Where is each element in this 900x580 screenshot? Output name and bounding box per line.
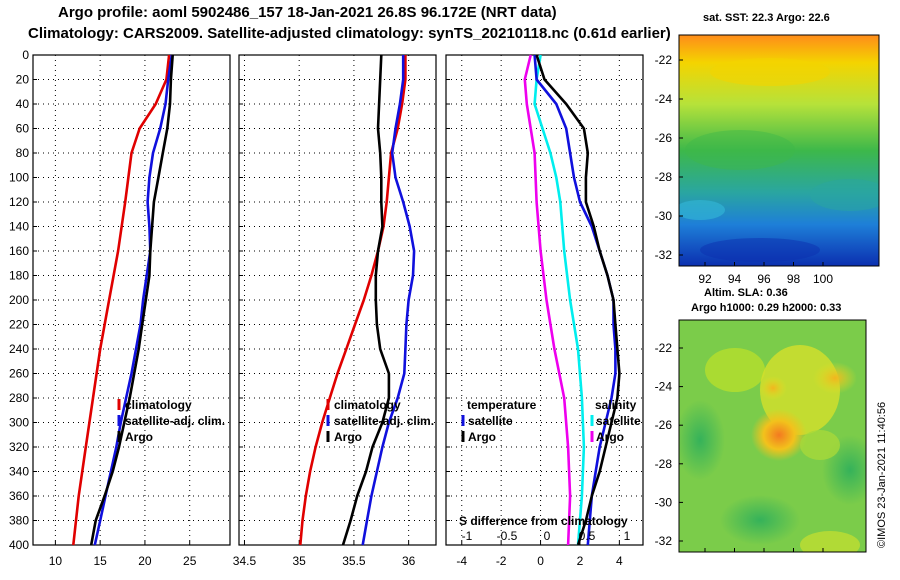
sla-lat-label: -32 bbox=[655, 534, 673, 548]
sst-lon-label: 98 bbox=[787, 272, 801, 286]
x-tick-label: 36 bbox=[402, 554, 416, 568]
sst-lon-label: 96 bbox=[757, 272, 771, 286]
y-tick-label: 280 bbox=[9, 391, 29, 405]
sst-map-frame bbox=[678, 34, 880, 267]
y-tick-label: 360 bbox=[9, 489, 29, 503]
y-tick-label: 20 bbox=[16, 73, 30, 87]
secondary-tick-label: -1 bbox=[462, 529, 473, 543]
legend-label: Argo bbox=[468, 430, 496, 444]
y-tick-label: 400 bbox=[9, 538, 29, 552]
series-climatology bbox=[72, 54, 171, 546]
sst-lat-label: -22 bbox=[655, 53, 673, 67]
sst-lat-label: -28 bbox=[655, 170, 673, 184]
climatology-subtitle: Climatology: CARS2009. Satellite-adjuste… bbox=[28, 25, 671, 42]
y-tick-label: 80 bbox=[16, 146, 30, 160]
x-tick-label: 35.5 bbox=[342, 554, 366, 568]
y-tick-label: 200 bbox=[9, 293, 29, 307]
sla-map bbox=[679, 320, 866, 552]
x-tick-label: 10 bbox=[49, 554, 63, 568]
legend-label: salinity bbox=[595, 398, 637, 412]
series-temperature-satellite bbox=[523, 54, 572, 546]
y-tick-label: 220 bbox=[9, 318, 29, 332]
sla-lat-label: -26 bbox=[655, 418, 673, 432]
secondary-tick-label: 0 bbox=[544, 529, 551, 543]
sst-map bbox=[679, 35, 879, 266]
series-argo bbox=[341, 54, 391, 546]
series-salinity-argo bbox=[535, 54, 621, 546]
secondary-tick-label: 0.5 bbox=[579, 529, 596, 543]
y-tick-label: 240 bbox=[9, 342, 29, 356]
series-satellite-adj-clim- bbox=[361, 55, 416, 546]
x-tick-label: 25 bbox=[183, 554, 197, 568]
profile-title: Argo profile: aoml 5902486_157 18-Jan-20… bbox=[58, 4, 557, 21]
series-satellite-adj-clim- bbox=[93, 54, 174, 546]
y-tick-label: 0 bbox=[22, 48, 29, 62]
x-tick-label: 15 bbox=[93, 554, 107, 568]
secondary-axis-title: S difference from climatology bbox=[459, 514, 628, 528]
secondary-tick-label: 1 bbox=[624, 529, 631, 543]
sla-map-frame bbox=[678, 319, 867, 553]
x-tick-label: 2 bbox=[577, 554, 584, 568]
temperature-profile: 0 20 40 60 80 100 120 140 160 180 200 220 240 260 280 3… bbox=[9, 48, 231, 568]
sla-lat-label: -24 bbox=[655, 380, 673, 394]
series-argo bbox=[89, 54, 174, 546]
legend-label: satellite-adj. clim. bbox=[334, 414, 434, 428]
sla-argo-heights: Argo h1000: 0.29 h2000: 0.33 bbox=[691, 302, 842, 314]
sla-lat-label: -22 bbox=[655, 341, 673, 355]
x-tick-label: 20 bbox=[138, 554, 152, 568]
legend-label: satellite-adj. clim. bbox=[125, 414, 225, 428]
y-tick-label: 380 bbox=[9, 514, 29, 528]
y-tick-label: 320 bbox=[9, 440, 29, 454]
y-tick-label: 60 bbox=[16, 122, 30, 136]
imos-credit: ©IMOS 23-Jan-2021 11:40:56 bbox=[876, 401, 888, 548]
sst-lat-label: -30 bbox=[655, 209, 673, 223]
x-tick-label: 4 bbox=[616, 554, 623, 568]
y-tick-label: 160 bbox=[9, 244, 29, 258]
legend-label: Argo bbox=[334, 430, 362, 444]
legend-label: climatology bbox=[334, 398, 401, 412]
sla-lat-label: -30 bbox=[655, 495, 673, 509]
y-tick-label: 340 bbox=[9, 465, 29, 479]
secondary-tick-label: -0.5 bbox=[497, 529, 518, 543]
y-tick-label: 140 bbox=[9, 220, 29, 234]
y-tick-label: 300 bbox=[9, 416, 29, 430]
legend-label: Argo bbox=[596, 430, 624, 444]
y-tick-label: 100 bbox=[9, 171, 29, 185]
sst-lat-label: -24 bbox=[655, 92, 673, 106]
y-tick-label: 40 bbox=[16, 97, 30, 111]
legend-label: satellite bbox=[596, 414, 641, 428]
difference-profile: -4 -2 0 2 4 temperature satellite Argo salinity s… bbox=[445, 54, 644, 568]
x-tick-label: 0 bbox=[537, 554, 544, 568]
sla-map-title: Altim. SLA: 0.36 bbox=[704, 287, 788, 299]
panel-frame bbox=[32, 54, 231, 546]
sst-lon-label: 94 bbox=[728, 272, 742, 286]
sst-lat-label: -26 bbox=[655, 131, 673, 145]
y-tick-label: 260 bbox=[9, 367, 29, 381]
legend-label: temperature bbox=[467, 398, 537, 412]
legend-label: climatology bbox=[125, 398, 192, 412]
legend-label: satellite bbox=[468, 414, 513, 428]
x-tick-label: -2 bbox=[496, 554, 507, 568]
sst-lon-label: 100 bbox=[813, 272, 833, 286]
x-tick-label: 35 bbox=[293, 554, 307, 568]
panel-frame bbox=[238, 54, 437, 546]
salinity-profile: 34.5 35 35.5 36 climatology satellite-adj. cl… bbox=[233, 54, 437, 568]
x-tick-label: 34.5 bbox=[233, 554, 257, 568]
legend-label: Argo bbox=[125, 430, 153, 444]
x-tick-label: -4 bbox=[456, 554, 467, 568]
sst-lat-label: -32 bbox=[655, 248, 673, 262]
y-tick-label: 120 bbox=[9, 195, 29, 209]
sst-map-title: sat. SST: 22.3 Argo: 22.6 bbox=[703, 12, 830, 24]
sla-lat-label: -28 bbox=[655, 457, 673, 471]
series-salinity-satellite bbox=[533, 54, 586, 546]
sst-lon-label: 92 bbox=[698, 272, 712, 286]
y-tick-label: 180 bbox=[9, 269, 29, 283]
